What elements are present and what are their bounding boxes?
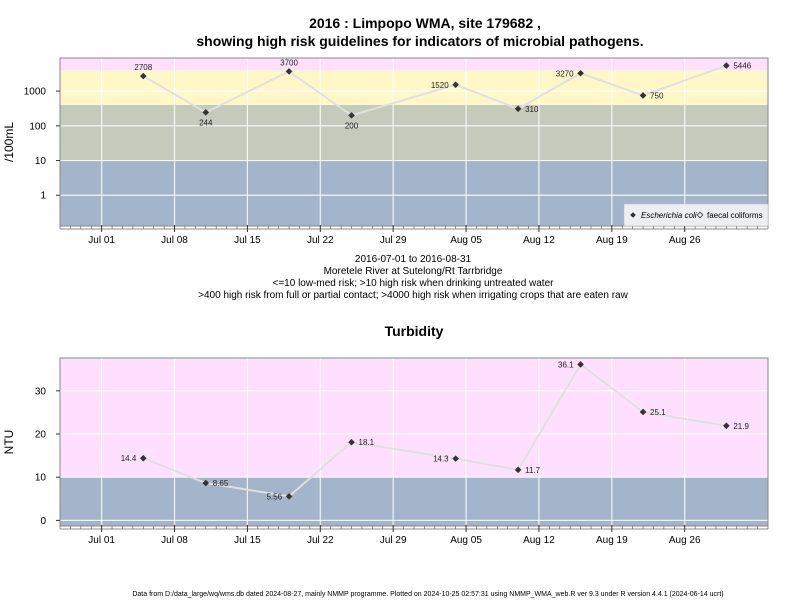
data-point-label: 3700	[280, 58, 298, 67]
legend-box	[623, 203, 769, 227]
data-point-label: 11.7	[525, 466, 541, 475]
y-tick-label: 20	[35, 430, 47, 441]
data-point-label: 1520	[431, 81, 449, 90]
x-tick-label: Aug 19	[596, 235, 628, 246]
x-tick-label: Jul 29	[380, 235, 407, 246]
chart-title-line-2: showing high risk guidelines for indicat…	[196, 33, 643, 49]
caption-drinking-guideline: <=10 low-med risk; >10 high risk when dr…	[273, 278, 555, 289]
data-point-label: 5446	[733, 62, 751, 71]
x-tick-label: Aug 12	[523, 235, 555, 246]
chart-title-line-1: 2016 : Limpopo WMA, site 179682 ,	[309, 15, 541, 31]
turbidity-chart-title: Turbidity	[385, 323, 444, 339]
data-point-marker	[577, 69, 584, 77]
y-tick-label: 100	[29, 121, 46, 132]
legend-label: Escherichia coli	[641, 211, 697, 220]
y-tick-label: 0	[40, 516, 46, 527]
y-tick-label: 1	[40, 191, 46, 202]
data-point-marker	[139, 72, 147, 80]
caption-contact-guideline: >400 high risk from full or partial cont…	[198, 290, 628, 301]
data-point-label: 8.65	[213, 479, 229, 488]
x-tick-label: Jul 15	[234, 235, 261, 246]
y-tick-label: 1000	[24, 87, 47, 98]
x-tick-label: Jul 22	[307, 535, 334, 546]
x-tick-label: Jul 22	[307, 235, 334, 246]
data-point-label: 18.1	[359, 438, 375, 447]
data-point-marker	[285, 493, 293, 500]
risk-band	[60, 58, 768, 71]
data-point-label: 14.3	[433, 455, 449, 464]
data-point-marker	[139, 454, 147, 462]
data-point-label: 14.4	[121, 454, 137, 463]
data-point-marker	[639, 92, 647, 99]
x-tick-label: Jul 08	[161, 535, 188, 546]
legend-label: faecal coliforms	[707, 211, 763, 220]
x-tick-label: Jul 08	[161, 235, 188, 246]
data-point-label: 310	[525, 105, 539, 114]
data-point-label: 750	[650, 91, 664, 100]
x-tick-label: Jul 15	[234, 535, 261, 546]
data-point-marker	[348, 112, 355, 119]
data-point-marker	[639, 408, 647, 416]
caption-date-range: 2016-07-01 to 2016-08-31	[355, 254, 472, 265]
ecoli-chart: Jul 01 Jul 08 Jul 15 Jul 22 Jul 29 Aug 05 Aug …	[2, 57, 769, 246]
data-point-label: 5.56	[266, 492, 282, 501]
y-tick-label: 10	[35, 473, 47, 484]
legend-marker-open	[696, 211, 704, 219]
data-point-label: 25.1	[650, 408, 666, 417]
legend-marker-filled	[630, 212, 636, 218]
data-point-marker	[202, 109, 210, 116]
x-tick-label: Aug 05	[450, 535, 482, 546]
data-point-marker	[577, 361, 584, 368]
y-tick-label: 30	[35, 386, 47, 397]
y-axis-label: NTU	[2, 430, 16, 455]
risk-band	[60, 477, 768, 526]
data-point-marker	[723, 62, 730, 69]
data-point-label: 21.9	[733, 422, 749, 431]
x-tick-label: Aug 26	[669, 235, 701, 246]
caption-site-name: Moretele River at Sutelong/Rt Tarrbridge	[324, 266, 503, 277]
data-point-marker	[723, 422, 730, 430]
x-tick-label: Aug 12	[523, 535, 555, 546]
data-point-marker	[452, 81, 459, 89]
y-axis-label: /100mL	[2, 122, 16, 162]
data-point-marker	[348, 438, 355, 446]
x-tick-label: Aug 05	[450, 235, 482, 246]
data-point-label: 36.1	[558, 360, 574, 369]
x-tick-label: Aug 19	[596, 535, 628, 546]
footer-note: Data from D:/data_large/wq/wms.db dated …	[132, 591, 723, 598]
risk-band	[60, 358, 768, 478]
data-point-marker	[285, 68, 293, 75]
data-point-marker	[202, 479, 210, 487]
data-point-marker	[514, 466, 522, 474]
x-tick-label: Aug 26	[669, 535, 701, 546]
data-point-label: 200	[345, 121, 359, 130]
data-point-label: 2708	[134, 63, 152, 72]
x-tick-label: Jul 29	[380, 535, 407, 546]
risk-band	[60, 104, 768, 161]
y-tick-label: 10	[35, 156, 47, 167]
data-point-marker	[452, 455, 459, 462]
x-tick-label: Jul 01	[88, 235, 115, 246]
turbidity-chart: Jul 01 Jul 08 Jul 15 Jul 22 Jul 29 Aug 05 Aug …	[2, 357, 769, 546]
risk-band	[60, 70, 768, 105]
data-point-label: 3270	[556, 69, 574, 78]
data-point-marker	[514, 105, 522, 113]
x-tick-label: Jul 01	[88, 535, 115, 546]
data-point-label: 244	[199, 118, 213, 127]
